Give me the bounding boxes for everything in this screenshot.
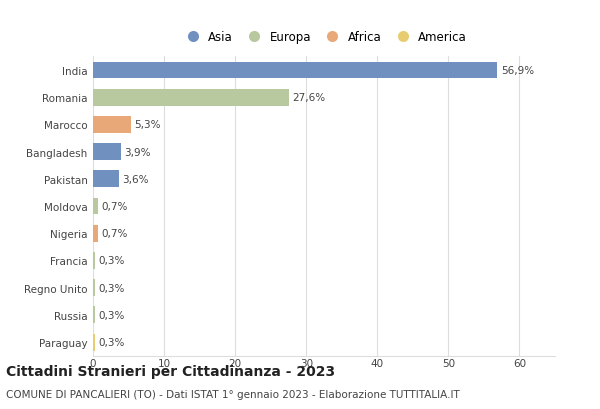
Text: COMUNE DI PANCALIERI (TO) - Dati ISTAT 1° gennaio 2023 - Elaborazione TUTTITALIA: COMUNE DI PANCALIERI (TO) - Dati ISTAT 1… xyxy=(6,389,460,399)
Bar xyxy=(93,171,119,188)
Bar xyxy=(93,225,98,242)
Bar xyxy=(93,117,131,133)
Bar xyxy=(93,90,289,106)
Text: 3,6%: 3,6% xyxy=(122,174,149,184)
Text: 56,9%: 56,9% xyxy=(501,66,534,76)
Text: 0,3%: 0,3% xyxy=(98,283,125,293)
Legend: Asia, Europa, Africa, America: Asia, Europa, Africa, America xyxy=(179,29,469,47)
Bar xyxy=(93,252,95,269)
Text: 0,3%: 0,3% xyxy=(98,310,125,320)
Text: 0,3%: 0,3% xyxy=(98,256,125,266)
Bar xyxy=(93,334,95,351)
Bar xyxy=(93,280,95,297)
Bar xyxy=(93,63,497,79)
Bar xyxy=(93,198,98,215)
Text: 0,7%: 0,7% xyxy=(101,202,128,211)
Text: 3,9%: 3,9% xyxy=(124,147,151,157)
Text: Cittadini Stranieri per Cittadinanza - 2023: Cittadini Stranieri per Cittadinanza - 2… xyxy=(6,364,335,378)
Text: 0,3%: 0,3% xyxy=(98,337,125,347)
Text: 0,7%: 0,7% xyxy=(101,229,128,239)
Bar xyxy=(93,307,95,324)
Text: 27,6%: 27,6% xyxy=(293,93,326,103)
Text: 5,3%: 5,3% xyxy=(134,120,161,130)
Bar xyxy=(93,144,121,161)
